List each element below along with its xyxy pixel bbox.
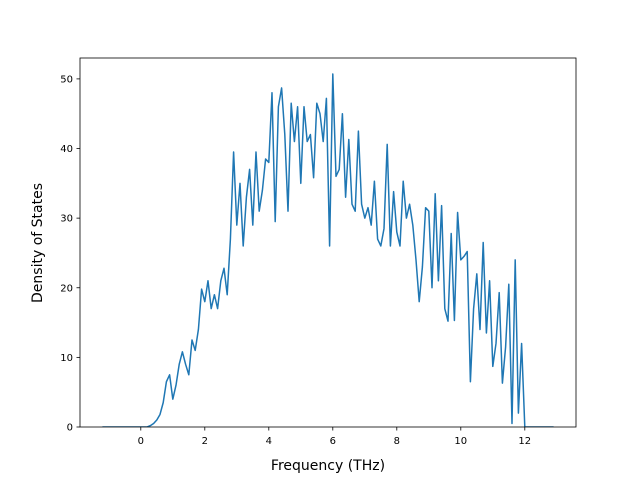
x-tick-label: 8 <box>394 436 400 447</box>
plot-frame <box>79 57 577 428</box>
x-tick-label: 4 <box>266 436 272 447</box>
y-tick-label: 50 <box>60 74 73 85</box>
x-tick-label: 6 <box>330 436 336 447</box>
x-tick-label: 0 <box>138 436 144 447</box>
y-tick-label: 20 <box>60 283 73 294</box>
x-tick-label: 10 <box>454 436 467 447</box>
x-tick-label: 12 <box>518 436 531 447</box>
y-tick-label: 30 <box>60 214 73 225</box>
y-tick-label: 0 <box>67 423 73 434</box>
y-tick-label: 10 <box>60 353 73 364</box>
x-tick-label: 2 <box>202 436 208 447</box>
data-line <box>102 73 554 427</box>
y-axis-label: Density of States <box>30 183 46 303</box>
x-axis-label: Frequency (THz) <box>271 458 385 474</box>
y-tick-label: 40 <box>60 144 73 155</box>
